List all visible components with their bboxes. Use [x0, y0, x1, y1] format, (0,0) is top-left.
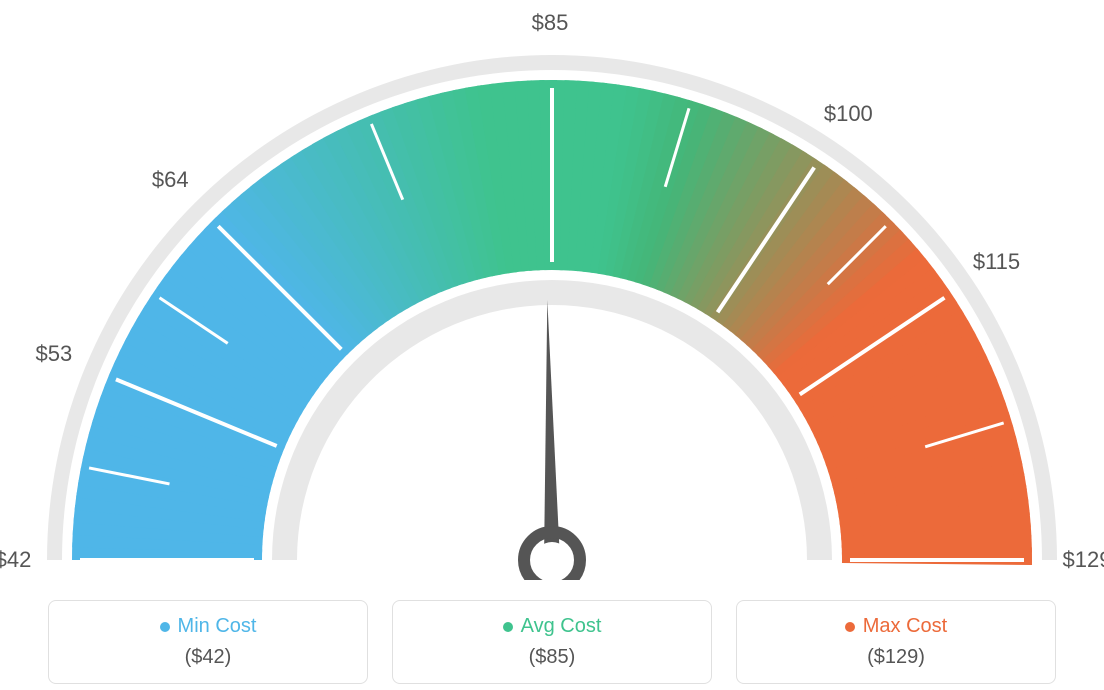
gauge-tick-label: $129 — [1063, 547, 1104, 573]
gauge-tick-label: $53 — [36, 341, 73, 367]
legend-dot-avg — [503, 622, 513, 632]
legend-header-avg: Avg Cost — [411, 615, 693, 638]
legend-card-min: Min Cost ($42) — [48, 600, 368, 684]
legend-dot-min — [160, 622, 170, 632]
gauge-tick-label: $85 — [532, 10, 569, 36]
legend-dot-max — [845, 622, 855, 632]
legend-header-max: Max Cost — [755, 615, 1037, 638]
gauge-tick-label: $42 — [0, 547, 31, 573]
legend-card-max: Max Cost ($129) — [736, 600, 1056, 684]
gauge-tick-label: $100 — [824, 101, 873, 127]
legend-header-min: Min Cost — [67, 615, 349, 638]
legend-row: Min Cost ($42) Avg Cost ($85) Max Cost (… — [20, 600, 1084, 684]
legend-value-min: ($42) — [67, 646, 349, 669]
gauge-chart — [22, 20, 1082, 580]
gauge-tick-label: $115 — [973, 249, 1020, 275]
legend-value-max: ($129) — [755, 646, 1037, 669]
gauge-tick-label: $64 — [152, 167, 189, 193]
legend-label-min: Min Cost — [178, 615, 257, 638]
legend-card-avg: Avg Cost ($85) — [392, 600, 712, 684]
gauge-container: $42$53$64$85$100$115$129 — [20, 20, 1084, 580]
legend-label-avg: Avg Cost — [521, 615, 602, 638]
legend-value-avg: ($85) — [411, 646, 693, 669]
legend-label-max: Max Cost — [863, 615, 947, 638]
